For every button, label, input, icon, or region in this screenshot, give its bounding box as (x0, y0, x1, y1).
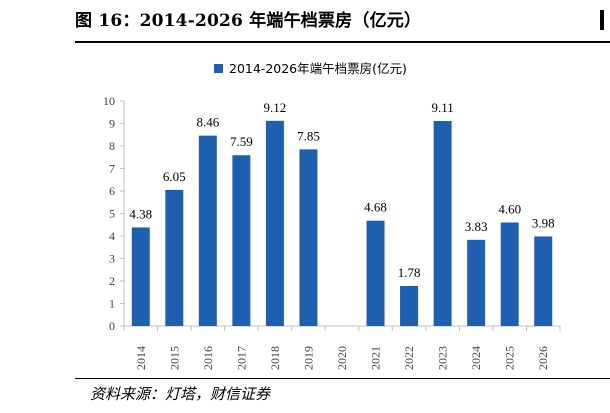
y-tick-label: 4 (109, 229, 115, 243)
title-underline (75, 41, 610, 43)
y-tick-label: 8 (109, 139, 115, 153)
y-tick-label: 10 (103, 94, 115, 108)
bar-2019 (299, 149, 318, 326)
data-label-2024: 3.83 (465, 219, 488, 234)
bar-2026 (534, 236, 553, 326)
y-tick-label: 2 (109, 274, 115, 288)
y-tick-label: 6 (109, 184, 115, 198)
chart-legend: 2014-2026年端午档票房(亿元) (214, 61, 407, 76)
bar-2023 (433, 121, 452, 327)
bar-2021 (366, 220, 385, 326)
x-tick-label: 2024 (469, 346, 483, 370)
x-tick-label: 2023 (436, 346, 450, 370)
legend-swatch (214, 64, 223, 73)
legend-label: 2014-2026年端午档票房(亿元) (229, 61, 407, 76)
x-tick-label: 2022 (402, 346, 416, 370)
data-label-2015: 6.05 (163, 169, 186, 184)
data-label-2016: 8.46 (196, 115, 219, 130)
bar-2022 (400, 285, 419, 326)
figure-title: 图 16：2014-2026 年端午档票房（亿元） (75, 11, 422, 31)
data-label-2017: 7.59 (230, 134, 253, 149)
bar-2015 (165, 189, 184, 326)
bar-2017 (232, 155, 251, 326)
data-label-2021: 4.68 (364, 200, 387, 215)
x-tick-label: 2026 (536, 346, 550, 370)
bar-series (131, 120, 553, 327)
source-rule (75, 378, 610, 379)
y-axis-ticks: 0 1 2 3 4 5 6 7 8 9 10 (103, 94, 124, 333)
y-tick-label: 9 (109, 117, 115, 131)
bar-2025 (500, 222, 519, 326)
y-tick-label: 0 (109, 319, 115, 333)
x-tick-label: 2021 (369, 346, 383, 370)
data-label-2022: 1.78 (398, 265, 421, 280)
x-tick-label: 2017 (234, 346, 248, 370)
data-label-2026: 3.98 (532, 215, 555, 230)
data-label-2014: 4.38 (129, 206, 152, 221)
bar-2018 (265, 120, 284, 326)
x-tick-label: 2016 (201, 346, 215, 370)
x-tick-label: 2020 (335, 346, 349, 370)
data-label-2023: 9.11 (431, 100, 453, 115)
source-note: 资料来源：灯塔，财信证券 (90, 385, 271, 403)
data-label-2025: 4.60 (498, 202, 521, 217)
y-tick-label: 5 (109, 207, 115, 221)
x-tick-label: 2015 (167, 346, 181, 370)
data-labels: 4.38 6.05 8.46 7.59 9.12 7.85 4.68 1.78 9.11 3.83… (129, 100, 554, 280)
y-tick-label: 3 (109, 252, 115, 266)
x-tick-label: 2018 (268, 346, 282, 370)
y-tick-label: 1 (109, 297, 115, 311)
data-label-2019: 7.85 (297, 128, 320, 143)
x-tick-label: 2025 (503, 346, 517, 370)
bar-2014 (131, 227, 150, 326)
x-tick-label: 2014 (134, 346, 148, 370)
y-tick-label: 7 (109, 162, 115, 176)
x-tick-label: 2019 (301, 346, 315, 370)
x-axis-ticks: 2014 2015 2016 2017 2018 2019 2020 2021 2022 2023… (123, 326, 561, 370)
page-edge-mark (600, 10, 604, 30)
chart-axes (123, 101, 560, 327)
data-label-2018: 9.12 (264, 100, 287, 115)
bar-2024 (467, 239, 486, 326)
bar-2016 (198, 135, 217, 326)
